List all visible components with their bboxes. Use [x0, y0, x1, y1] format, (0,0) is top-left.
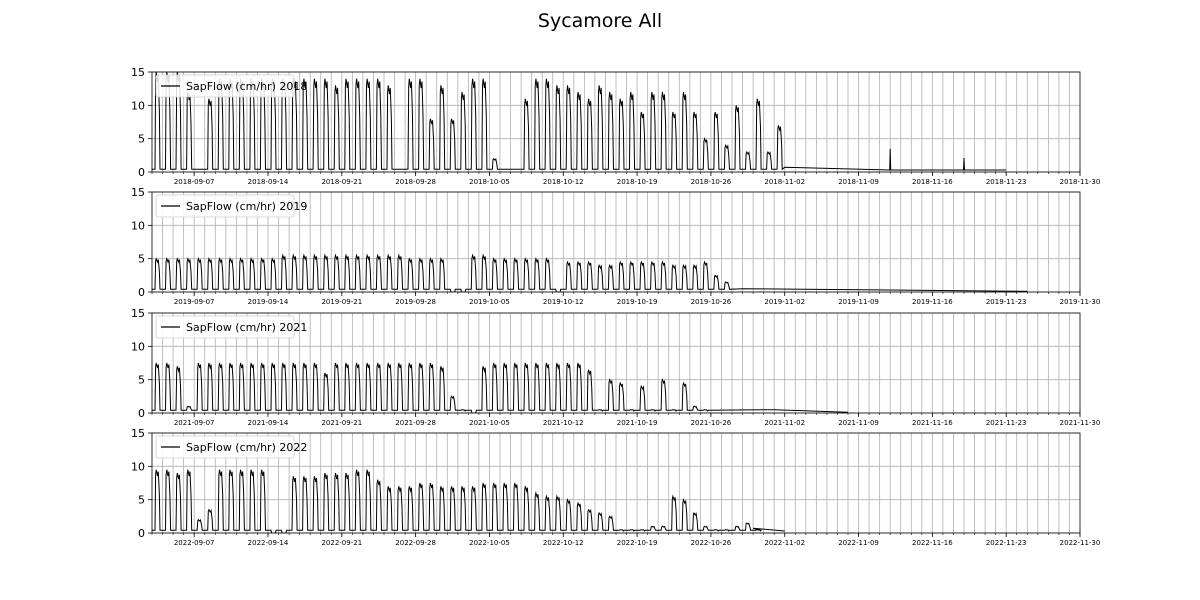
- legend-2018: SapFlow (cm/hr) 2018: [155, 74, 307, 98]
- xtick-label: 2022-09-07: [174, 539, 215, 547]
- xtick-label: 2018-10-05: [469, 178, 510, 186]
- series-line-2019: [152, 253, 1028, 292]
- subplot-2019: 0 5 10 15 2019-09-07 2019-09-14 2019-09-21 2019…: [131, 186, 1100, 306]
- subplot-2018: 0 5 10 15 2018-09-07 2018-09-14 2018-09-21 2018…: [131, 66, 1100, 186]
- xtick-label: 2021-10-19: [617, 419, 658, 427]
- xtick-label: 2018-10-19: [617, 178, 658, 186]
- xtick-label: 2018-11-23: [986, 178, 1027, 186]
- axes-frame: [151, 312, 1081, 414]
- xtick-label: 2018-11-02: [764, 178, 805, 186]
- xtick-label: 2022-10-19: [617, 539, 658, 547]
- xtick-label: 2022-11-16: [912, 539, 953, 547]
- ytick-label: 10: [131, 219, 145, 232]
- xtick-label: 2021-10-26: [691, 419, 732, 427]
- xtick-label: 2021-11-30: [1060, 419, 1101, 427]
- xtick-label: 2022-11-09: [838, 539, 879, 547]
- xtick-label: 2018-09-07: [174, 178, 215, 186]
- xtick-label: 2021-11-16: [912, 419, 953, 427]
- series-line-2021: [152, 362, 849, 413]
- ytick-label: 0: [138, 166, 145, 179]
- axes-frame: [151, 71, 1081, 173]
- legend-label: SapFlow (cm/hr) 2022: [186, 441, 307, 454]
- ytick-label: 0: [138, 527, 145, 540]
- xtick-label: 2019-09-21: [321, 298, 362, 306]
- xtick-label: 2018-11-30: [1060, 178, 1101, 186]
- ytick-label: 5: [138, 494, 145, 507]
- xtick-label: 2018-11-16: [912, 178, 953, 186]
- subplot-2021: 0 5 10 15 2021-09-07 2021-09-14 2021-09-21 2021…: [131, 307, 1100, 427]
- series-line-2022: [152, 469, 785, 533]
- ytick-label: 0: [138, 286, 145, 299]
- ytick-label: 15: [131, 427, 145, 440]
- xtick-label: 2022-10-12: [543, 539, 584, 547]
- xtick-label: 2019-11-02: [764, 298, 805, 306]
- xtick-label: 2022-11-02: [764, 539, 805, 547]
- legend-label: SapFlow (cm/hr) 2019: [186, 200, 307, 213]
- ytick-label: 0: [138, 407, 145, 420]
- legend-box: [155, 315, 295, 339]
- xtick-label: 2018-09-21: [321, 178, 362, 186]
- xtick-label: 2018-11-09: [838, 178, 879, 186]
- xtick-label: 2019-10-19: [617, 298, 658, 306]
- legend-box: [155, 435, 295, 459]
- xtick-label: 2018-09-14: [248, 178, 289, 186]
- xtick-label: 2021-10-05: [469, 419, 510, 427]
- xtick-label: 2022-09-21: [321, 539, 362, 547]
- ytick-label: 15: [131, 307, 145, 320]
- subplot-2022: 0 5 10 15 2022-09-07 2022-09-14 2022-09-21 2022…: [131, 427, 1100, 547]
- xtick-label: 2019-11-16: [912, 298, 953, 306]
- xtick-label: 2021-10-12: [543, 419, 584, 427]
- xtick-label: 2022-09-14: [248, 539, 289, 547]
- xtick-label: 2021-11-09: [838, 419, 879, 427]
- xtick-label: 2019-09-28: [395, 298, 436, 306]
- ytick-label: 10: [131, 340, 145, 353]
- axes-frame: [151, 191, 1081, 293]
- xtick-label: 2021-11-02: [764, 419, 805, 427]
- xtick-label: 2021-11-23: [986, 419, 1027, 427]
- xtick-label: 2021-09-28: [395, 419, 436, 427]
- xtick-label: 2019-09-14: [248, 298, 289, 306]
- legend-label: SapFlow (cm/hr) 2021: [186, 321, 307, 334]
- figure-title: Sycamore All: [538, 10, 662, 32]
- xtick-label: 2019-11-09: [838, 298, 879, 306]
- legend-box: [155, 194, 295, 218]
- xtick-label: 2019-11-23: [986, 298, 1027, 306]
- ytick-label: 5: [138, 374, 145, 387]
- legend-box: [155, 74, 295, 98]
- xtick-label: 2021-09-14: [248, 419, 289, 427]
- xtick-label: 2022-11-30: [1060, 539, 1101, 547]
- xtick-label: 2021-09-07: [174, 419, 215, 427]
- ytick-label: 10: [131, 460, 145, 473]
- xtick-label: 2022-10-05: [469, 539, 510, 547]
- legend-2021: SapFlow (cm/hr) 2021: [155, 315, 307, 339]
- ytick-label: 5: [138, 253, 145, 266]
- legend-label: SapFlow (cm/hr) 2018: [186, 80, 307, 93]
- ytick-label: 5: [138, 133, 145, 146]
- xtick-label: 2018-09-28: [395, 178, 436, 186]
- xtick-label: 2022-10-26: [691, 539, 732, 547]
- ytick-label: 15: [131, 186, 145, 199]
- xtick-label: 2019-10-12: [543, 298, 584, 306]
- subplots: 0 5 10 15 2018-09-07 2018-09-14 2018-09-21 2018…: [131, 66, 1100, 547]
- xtick-label: 2019-10-26: [691, 298, 732, 306]
- xtick-label: 2022-11-23: [986, 539, 1027, 547]
- xtick-label: 2019-10-05: [469, 298, 510, 306]
- legend-2019: SapFlow (cm/hr) 2019: [155, 194, 307, 218]
- xtick-label: 2018-10-12: [543, 178, 584, 186]
- ytick-label: 10: [131, 99, 145, 112]
- legend-2022: SapFlow (cm/hr) 2022: [155, 435, 307, 459]
- xtick-label: 2021-09-21: [321, 419, 362, 427]
- xtick-label: 2018-10-26: [691, 178, 732, 186]
- ytick-label: 15: [131, 66, 145, 79]
- xtick-label: 2019-11-30: [1060, 298, 1101, 306]
- xtick-label: 2019-09-07: [174, 298, 215, 306]
- axes-frame: [151, 432, 1081, 534]
- xtick-label: 2022-09-28: [395, 539, 436, 547]
